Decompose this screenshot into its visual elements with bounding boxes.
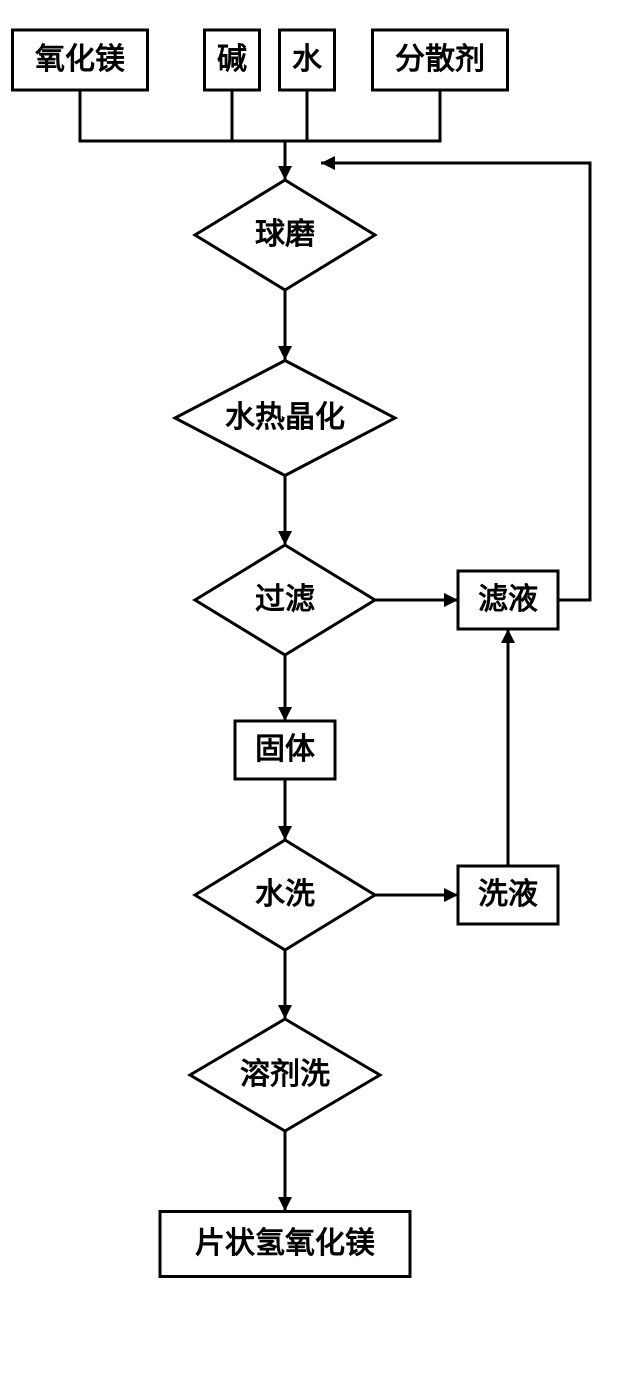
node-in4: 分散剂 [373, 30, 508, 90]
node-in2: 碱 [205, 30, 260, 90]
label-in1: 氧化镁 [35, 43, 125, 76]
node-f2: 洗液 [458, 866, 558, 924]
label-in2: 碱 [217, 43, 247, 76]
node-in3: 水 [280, 30, 335, 90]
label-d4: 水洗 [255, 878, 315, 911]
label-f2: 洗液 [478, 878, 538, 911]
label-r1: 固体 [255, 733, 316, 766]
label-d2: 水热晶化 [225, 401, 345, 434]
node-d2: 水热晶化 [175, 361, 395, 476]
node-d4: 水洗 [195, 840, 375, 950]
node-d5: 溶剂洗 [190, 1019, 380, 1131]
label-in4: 分散剂 [395, 43, 485, 76]
node-r1: 固体 [235, 721, 335, 779]
label-d1: 球磨 [255, 218, 315, 251]
node-f1: 滤液 [458, 571, 558, 629]
label-out: 片状氢氧化镁 [195, 1227, 375, 1260]
label-in3: 水 [292, 43, 323, 76]
node-in1: 氧化镁 [13, 30, 148, 90]
label-d5: 溶剂洗 [240, 1057, 330, 1091]
node-d1: 球磨 [195, 180, 375, 290]
node-d3: 过滤 [195, 545, 375, 655]
label-f1: 滤液 [478, 583, 538, 616]
label-d3: 过滤 [255, 583, 315, 616]
node-out: 片状氢氧化镁 [160, 1212, 410, 1277]
